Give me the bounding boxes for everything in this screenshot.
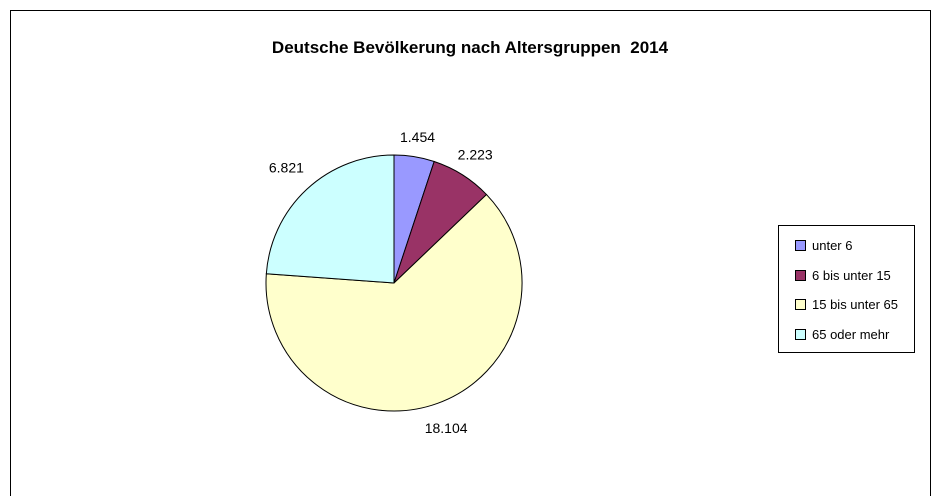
legend-item-65-oder-mehr: 65 oder mehr	[779, 320, 914, 350]
chart-legend: unter 6 6 bis unter 15 15 bis unter 65 65 o…	[778, 225, 915, 353]
chart-title: Deutsche Bevölkerung nach Altersgruppen …	[271, 38, 669, 57]
legend-item-6-bis-unter-15: 6 bis unter 15	[779, 261, 914, 291]
pie-slice-15-bis-unter-65	[265, 193, 523, 412]
legend-item-15-bis-unter-65: 15 bis unter 65	[779, 290, 914, 320]
legend-item-unter-6: unter 6	[779, 231, 914, 261]
data-label-6-bis-unter-15: 2.223	[458, 147, 493, 163]
data-label-65-oder-mehr: 6.821	[269, 159, 304, 175]
legend-swatch	[795, 299, 806, 311]
legend-swatch	[795, 240, 806, 252]
legend-swatch	[795, 328, 806, 340]
legend-swatch	[795, 269, 806, 281]
pie-slice-65-oder-mehr	[265, 154, 395, 284]
chart-frame	[10, 10, 931, 496]
data-label-15-bis-unter-65: 18.104	[425, 420, 468, 436]
legend-label: 65 oder mehr	[812, 326, 890, 342]
legend-label: unter 6	[812, 238, 853, 254]
data-label-unter-6: 1.454	[400, 129, 435, 145]
legend-label: 6 bis unter 15	[812, 267, 891, 283]
legend-label: 15 bis unter 65	[812, 297, 899, 313]
